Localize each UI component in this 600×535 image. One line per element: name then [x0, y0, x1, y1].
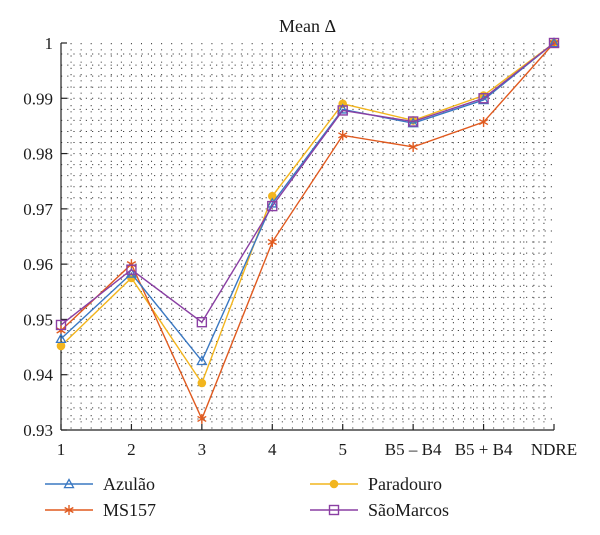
- x-tick-label: 1: [57, 440, 66, 459]
- legend-item: MS157: [45, 500, 156, 520]
- series-line: [60, 42, 555, 421]
- data-point-marker: [408, 141, 418, 152]
- data-point-marker: [126, 264, 137, 275]
- data-point-marker: [548, 37, 560, 48]
- axes: [60, 43, 554, 431]
- data-point-marker: [63, 478, 75, 489]
- data-point-marker: [478, 117, 489, 128]
- data-point-marker: [338, 130, 348, 141]
- asterisk-stroke: [64, 506, 74, 514]
- data-point-marker: [267, 237, 277, 248]
- data-point-marker: [196, 316, 208, 328]
- data-point-marker: [64, 505, 74, 515]
- legend-item: Azulão: [45, 474, 155, 494]
- chart-title: Mean Δ: [279, 16, 336, 36]
- data-point-marker: [548, 37, 560, 49]
- data-point-marker: [55, 332, 67, 344]
- x-tick-label: 5: [338, 440, 347, 459]
- x-tick-label: 4: [268, 440, 277, 459]
- data-point-marker: [407, 116, 419, 127]
- series-SãoMarcos: [55, 37, 560, 331]
- series-Paradouro: [56, 38, 559, 388]
- data-point-marker: [197, 378, 207, 388]
- data-point-marker: [267, 200, 278, 212]
- y-tick-label: 0.95: [23, 310, 53, 329]
- y-tick-label: 0.94: [23, 366, 53, 385]
- asterisk-stroke: [197, 415, 207, 423]
- legend: Azulão MS157 Paradouro SãoMarcos: [45, 474, 449, 520]
- data-point-marker: [328, 504, 340, 516]
- data-point-marker: [125, 267, 138, 278]
- y-tick-label: 0.97: [23, 200, 53, 219]
- data-point-marker: [197, 413, 207, 424]
- series-line: [60, 42, 555, 363]
- legend-item: Paradouro: [310, 474, 442, 494]
- data-point-marker: [56, 341, 66, 351]
- series-lines: [55, 37, 560, 424]
- x-tick-label: 3: [198, 440, 207, 459]
- data-point-marker: [55, 319, 67, 331]
- x-tick-label: B5 + B4: [455, 440, 513, 459]
- asterisk-stroke: [478, 118, 489, 126]
- legend-label: MS157: [103, 500, 156, 520]
- grid: [61, 43, 554, 430]
- x-tick-label: 2: [127, 440, 136, 459]
- series-line: [60, 42, 555, 385]
- data-point-marker: [478, 93, 489, 104]
- y-tick-label: 0.98: [23, 145, 53, 164]
- data-point-marker: [407, 117, 419, 128]
- y-tick-label: 0.99: [23, 89, 53, 108]
- y-axis-ticks: 0.93 0.94 0.95 0.96 0.97 0.98 0.99 1: [23, 34, 67, 440]
- data-point-marker: [329, 479, 339, 489]
- legend-label: Azulão: [103, 474, 155, 494]
- asterisk-stroke: [408, 143, 418, 151]
- series-line: [60, 42, 555, 326]
- data-point-marker: [337, 105, 348, 116]
- y-tick-label: 0.96: [23, 255, 53, 274]
- legend-label: Paradouro: [368, 474, 442, 494]
- data-point-marker: [337, 103, 349, 114]
- legend-item: SãoMarcos: [310, 500, 449, 520]
- y-tick-label: 0.93: [23, 421, 53, 440]
- x-axis-ticks: 1 2 3 4 5 B5 – B4 B5 + B4 NDRE: [57, 424, 577, 459]
- data-point-marker: [196, 355, 208, 366]
- x-tick-label: NDRE: [531, 440, 577, 459]
- asterisk-stroke: [338, 132, 348, 139]
- y-tick-label: 1: [45, 34, 54, 53]
- asterisk-stroke: [267, 238, 277, 246]
- legend-label: SãoMarcos: [368, 500, 449, 520]
- x-tick-label: B5 – B4: [385, 440, 442, 459]
